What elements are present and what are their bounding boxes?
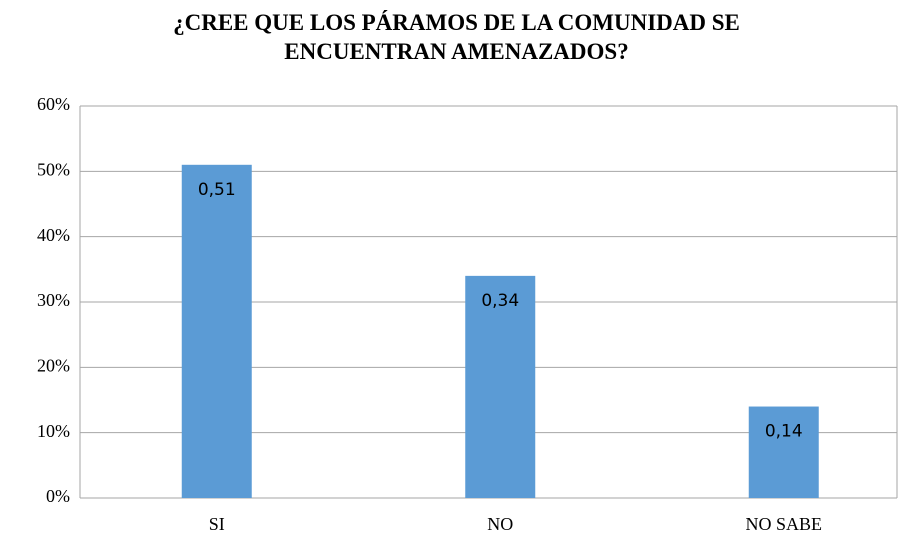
x-tick-label: NO SABE <box>745 514 822 534</box>
bar <box>748 406 819 498</box>
bar <box>465 275 536 498</box>
data-label: 0,51 <box>198 180 236 200</box>
y-tick-label: 30% <box>37 290 70 310</box>
x-tick-label: NO <box>487 514 513 534</box>
data-label: 0,34 <box>481 291 519 311</box>
y-tick-label: 60% <box>37 94 70 114</box>
title-box: ¿CREE QUE LOS PÁRAMOS DE LA COMUNIDAD SE… <box>0 8 913 66</box>
y-tick-label: 50% <box>37 159 70 179</box>
y-tick-label: 0% <box>46 486 70 506</box>
y-tick-label: 20% <box>37 355 70 375</box>
x-tick-label: SI <box>209 514 225 534</box>
data-label: 0,14 <box>765 422 803 442</box>
bar <box>181 164 252 499</box>
y-tick-label: 40% <box>37 225 70 245</box>
chart-title: ¿CREE QUE LOS PÁRAMOS DE LA COMUNIDAD SE… <box>173 10 740 64</box>
y-tick-label: 10% <box>37 421 70 441</box>
